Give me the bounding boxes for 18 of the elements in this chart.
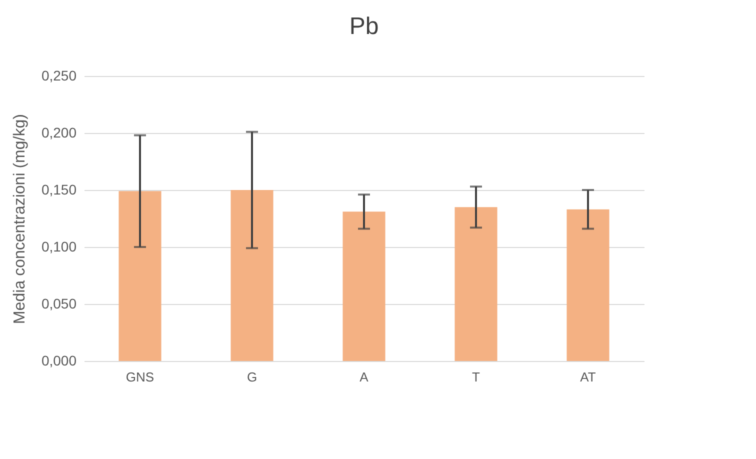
x-tick-label: GNS — [126, 370, 154, 384]
bar — [118, 191, 162, 361]
chart-title: Pb — [349, 13, 379, 40]
bar — [230, 190, 274, 361]
x-tick-label: A — [360, 370, 369, 384]
bar — [454, 207, 498, 361]
x-tick-label: G — [246, 370, 258, 384]
x-tick-label: T — [472, 370, 480, 384]
y-tick-label: 0,200 — [41, 124, 77, 140]
y-tick-label: 0,250 — [41, 68, 77, 84]
y-tick-label: 0,050 — [41, 296, 77, 312]
x-tick-label: AT — [580, 370, 596, 384]
bar — [566, 209, 610, 361]
y-tick-label: 0,150 — [41, 182, 77, 198]
y-tick-label: 0,100 — [41, 238, 77, 254]
bar — [342, 212, 386, 361]
y-axis-title: Media concentrazioni (mg/kg) — [11, 114, 28, 324]
y-tick-label: 0,000 — [41, 352, 77, 368]
